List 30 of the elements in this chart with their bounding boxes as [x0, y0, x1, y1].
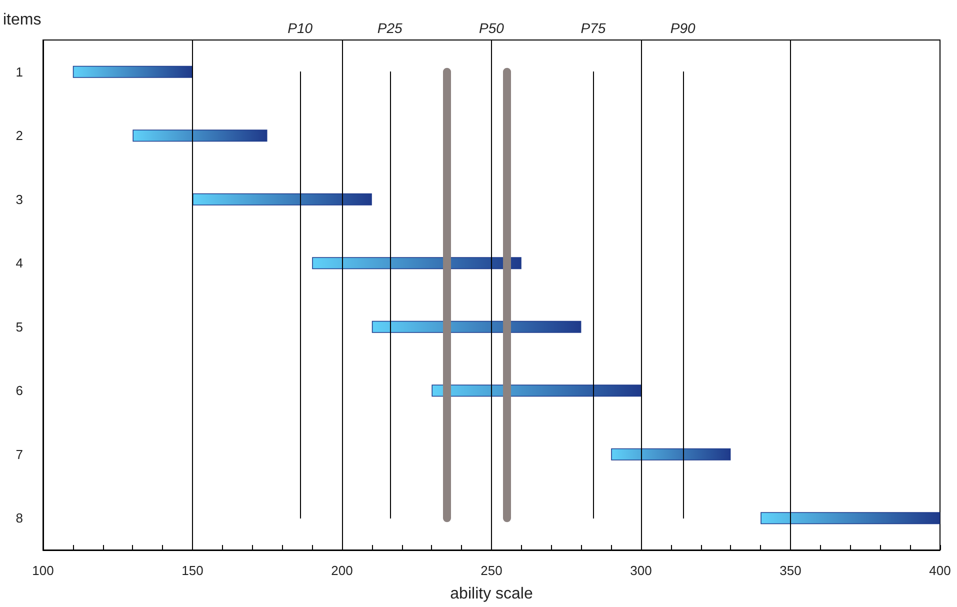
bar	[760, 512, 940, 524]
y-tick-label: 5	[16, 319, 23, 334]
x-tick-label: 150	[182, 563, 204, 578]
y-tick-label: 4	[16, 256, 23, 271]
ref-line-label: P25	[377, 20, 403, 36]
bar	[72, 66, 192, 78]
bar	[312, 257, 522, 270]
ref-line-label: P10	[288, 20, 313, 36]
bar	[132, 130, 268, 142]
y-tick-label: 3	[16, 192, 23, 207]
bar	[372, 320, 582, 333]
y-tick-label: 2	[16, 128, 23, 144]
y-tick-label: 1	[16, 64, 23, 80]
bar	[432, 384, 641, 397]
y-tick-label: 8	[16, 510, 23, 526]
x-axis-title: ability scale	[450, 586, 533, 602]
x-tick-label: 400	[929, 563, 951, 578]
bar	[611, 448, 731, 460]
y-tick-label: 6	[16, 383, 23, 398]
x-tick-label: 100	[32, 563, 54, 578]
ref-line-label: P90	[670, 20, 696, 36]
y-axis-title: items	[3, 12, 42, 28]
x-tick-label: 250	[480, 563, 502, 578]
x-tick-label: 200	[331, 563, 353, 578]
y-tick-label: 7	[16, 446, 23, 462]
ref-line-label: P50	[479, 20, 504, 36]
x-tick-label: 350	[780, 563, 802, 578]
ref-line-label: P75	[580, 20, 606, 36]
x-tick-label: 300	[630, 563, 652, 578]
bar	[192, 193, 372, 206]
